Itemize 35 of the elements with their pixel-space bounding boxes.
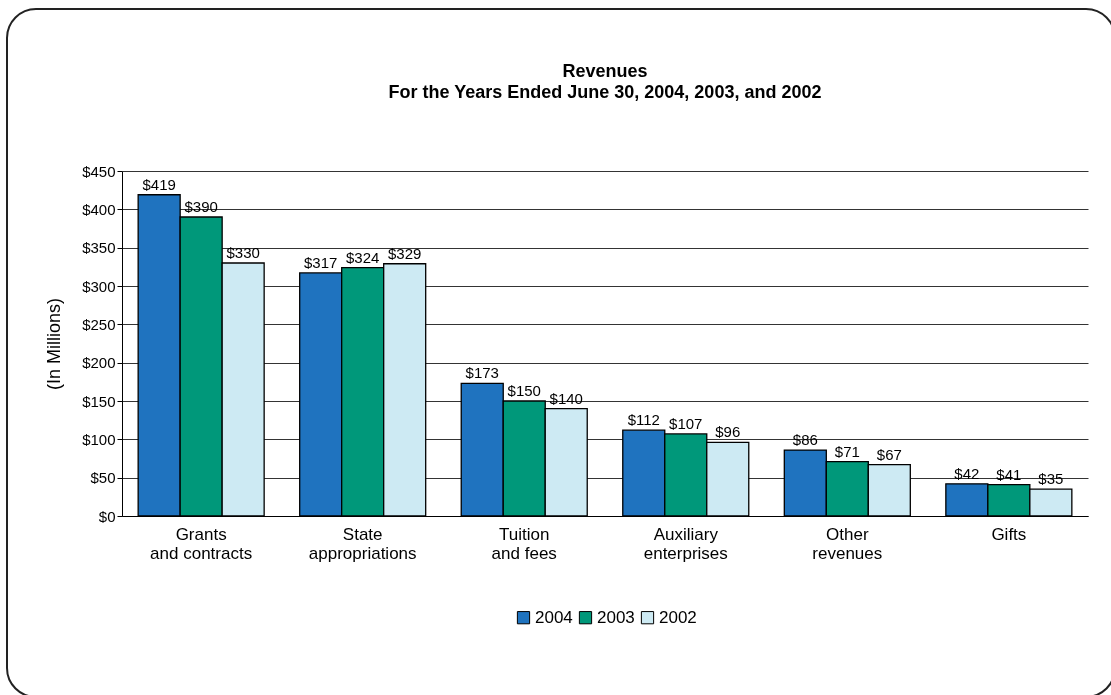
data-label: $330 — [226, 244, 260, 261]
data-label: $42 — [954, 464, 980, 482]
x-tick-label: Tuition and fees — [491, 524, 557, 563]
chart-title: Revenues — [562, 61, 648, 81]
data-label: $419 — [142, 175, 176, 193]
data-label: $71 — [834, 442, 860, 460]
data-label: $112 — [627, 411, 660, 429]
y-tick-label: $200 — [82, 354, 116, 372]
legend-label: 2004 — [535, 607, 573, 627]
data-label: $173 — [465, 364, 499, 382]
x-tick-label: Auxiliary enterprises — [643, 524, 728, 563]
data-label: $107 — [669, 414, 703, 432]
y-tick-label: $50 — [90, 469, 116, 487]
y-tick-label: $100 — [82, 430, 116, 448]
x-tick-label: State appropriations — [308, 524, 417, 563]
y-tick-label: $350 — [82, 239, 116, 257]
y-tick-label: $450 — [82, 162, 116, 180]
data-label: $150 — [507, 382, 541, 399]
x-tick-label: Other revenues — [812, 524, 883, 563]
data-label: $317 — [304, 253, 338, 271]
y-tick-label: $250 — [82, 315, 116, 333]
data-label: $67 — [876, 445, 902, 463]
data-label: $329 — [388, 244, 422, 262]
y-tick-label: $0 — [98, 507, 116, 525]
data-label: $96 — [715, 423, 741, 441]
y-tick-label: $400 — [82, 200, 116, 218]
x-tick-label: Gifts — [991, 524, 1027, 544]
chart-subtitle: For the Years Ended June 30, 2004, 2003, and 2002 — [388, 82, 822, 102]
y-axis-title: (In Millions) — [44, 297, 65, 391]
data-label: $324 — [346, 248, 380, 266]
legend-label: 2002 — [659, 607, 697, 627]
y-tick-label: $300 — [82, 277, 116, 295]
y-tick-label: $150 — [82, 392, 116, 410]
x-tick-label: Grants and contracts — [150, 524, 253, 563]
legend-label: 2003 — [597, 607, 635, 627]
